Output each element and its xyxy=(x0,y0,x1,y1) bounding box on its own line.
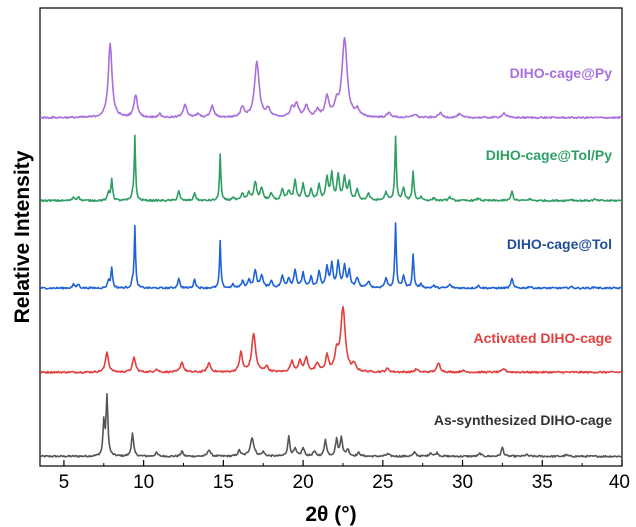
series-label-0: As-synthesized DIHO-cage xyxy=(434,412,612,428)
x-tick-label: 15 xyxy=(213,472,234,493)
x-tick-label: 35 xyxy=(532,472,553,493)
series-label-3: DIHO-cage@Tol/Py xyxy=(486,147,612,163)
series-line-2 xyxy=(39,222,623,290)
series-line-0 xyxy=(39,392,623,458)
x-tick-label: 30 xyxy=(452,472,473,493)
series-labels: As-synthesized DIHO-cage Activated DIHO-c… xyxy=(434,65,612,428)
series-traces xyxy=(39,36,623,458)
series-label-4: DIHO-cage@Py xyxy=(510,65,613,81)
x-axis-ticks: 5 10 15 20 25 30 35 40 xyxy=(59,460,630,493)
series-label-1: Activated DIHO-cage xyxy=(474,330,613,346)
x-tick-label: 10 xyxy=(133,472,154,493)
x-axis-title: 2θ (°) xyxy=(305,503,356,526)
x-tick-label: 20 xyxy=(293,472,314,493)
x-tick-label: 5 xyxy=(59,472,70,493)
series-label-2: DIHO-cage@Tol xyxy=(507,236,612,252)
series-line-4 xyxy=(39,36,623,120)
plot-frame xyxy=(39,7,623,467)
x-tick-label: 40 xyxy=(609,472,630,493)
series-line-3 xyxy=(39,134,623,203)
series-line-1 xyxy=(39,305,623,374)
y-axis-title: Relative Intensity xyxy=(11,150,34,323)
x-tick-label: 25 xyxy=(372,472,393,493)
